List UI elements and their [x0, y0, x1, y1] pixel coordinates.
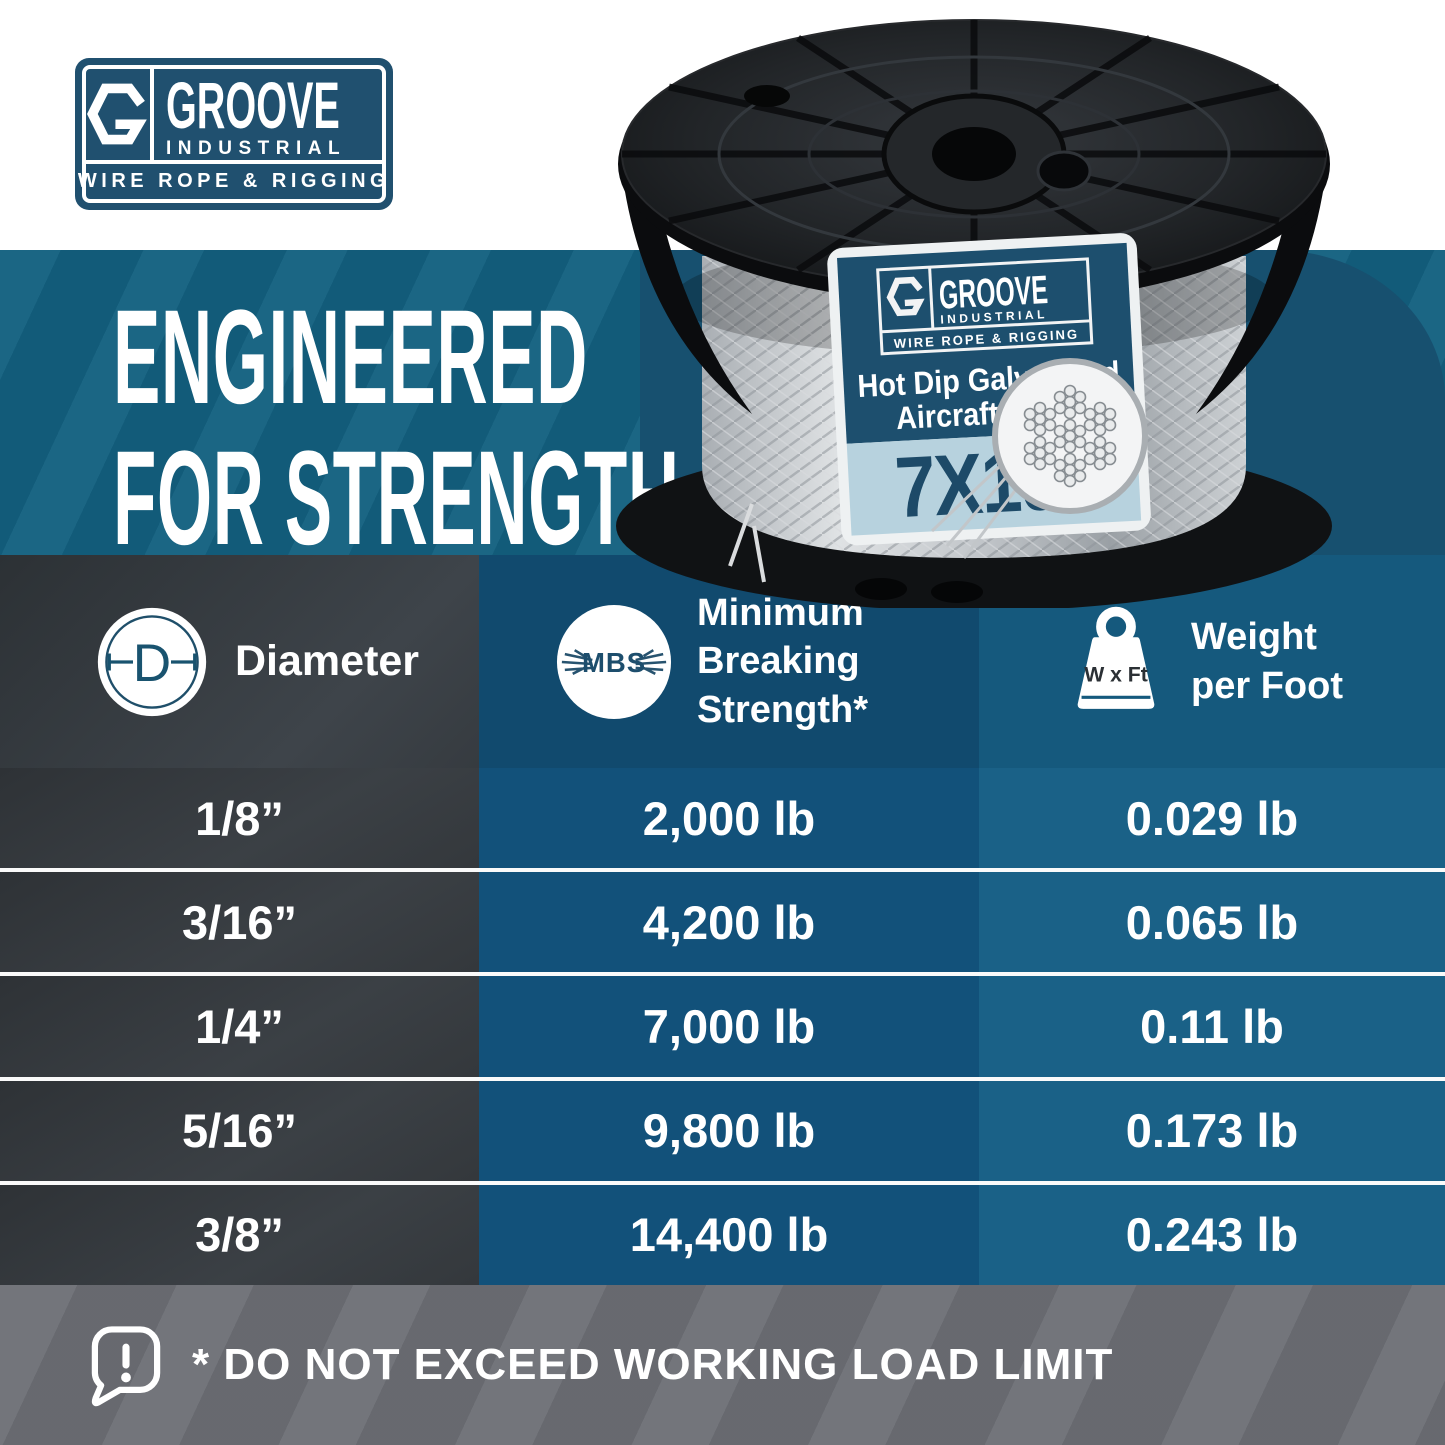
mbs-label: Minimum Breaking Strength* — [697, 589, 868, 734]
cell-diameter: 5/16” — [0, 1080, 479, 1181]
cell-diameter: 1/8” — [0, 768, 479, 869]
brand-logo-frame: GROOVE INDUSTRIAL WIRE ROPE & RIGGING — [77, 65, 391, 203]
table-row: 5/16” 9,800 lb 0.173 lb — [0, 1076, 1445, 1181]
cell-weight: 0.065 lb — [979, 872, 1445, 973]
alert-icon — [91, 1326, 161, 1407]
headline: ENGINEERED FOR STRENGTH — [113, 283, 680, 573]
cable-cross-section-icon — [930, 358, 1148, 559]
label-brand: GROOVE — [938, 268, 1049, 318]
cable-spool-photo: GROOVE INDUSTRIAL WIRE ROPE & RIGGING Ho… — [616, 19, 1332, 608]
weight-label: Weight per Foot — [1191, 613, 1343, 710]
diameter-label: Diameter — [235, 637, 420, 685]
cell-diameter: 1/4” — [0, 976, 479, 1077]
cell-mbs: 2,000 lb — [479, 768, 979, 869]
cell-mbs: 14,400 lb — [479, 1184, 979, 1286]
weight-icon-text: W x Ft — [1084, 663, 1148, 686]
cell-mbs: 9,800 lb — [479, 1080, 979, 1181]
mbs-icon-text: MBS — [582, 646, 646, 677]
diameter-icon-letter: D — [133, 634, 171, 693]
headline-line1: ENGINEERED — [113, 283, 588, 432]
brand-logo-top: GROOVE INDUSTRIAL — [86, 69, 382, 164]
diameter-icon: D — [97, 607, 207, 716]
table-row: 3/16” 4,200 lb 0.065 lb — [0, 868, 1445, 973]
brand-logo: GROOVE INDUSTRIAL WIRE ROPE & RIGGING — [75, 58, 393, 210]
spool-top-flange — [618, 19, 1330, 414]
cell-diameter: 3/16” — [0, 872, 479, 973]
brand-logo-text: GROOVE INDUSTRIAL — [154, 69, 456, 160]
label-subname: INDUSTRIAL — [940, 307, 1048, 327]
g-logo-icon — [86, 69, 154, 160]
brand-tagline: WIRE ROPE & RIGGING — [77, 169, 391, 192]
footer-warning-band: * DO NOT EXCEED WORKING LOAD LIMIT — [0, 1285, 1445, 1445]
table-row: 3/8” 14,400 lb 0.243 lb — [0, 1180, 1445, 1286]
cell-weight: 0.11 lb — [979, 976, 1445, 1077]
mbs-label-line3: Strength* — [697, 688, 868, 731]
cell-diameter: 3/8” — [0, 1184, 479, 1286]
header-diameter: D Diameter — [0, 555, 479, 768]
cell-weight: 0.029 lb — [979, 768, 1445, 869]
brand-name: GROOVE — [166, 68, 340, 142]
mbs-icon: MBS — [556, 604, 672, 719]
table-row: 1/8” 2,000 lb 0.029 lb — [0, 768, 1445, 869]
weight-label-line1: Weight — [1191, 616, 1317, 659]
cell-mbs: 7,000 lb — [479, 976, 979, 1077]
table-row: 1/4” 7,000 lb 0.11 lb — [0, 972, 1445, 1077]
cell-weight: 0.243 lb — [979, 1184, 1445, 1286]
weight-label-line2: per Foot — [1191, 664, 1343, 707]
brand-subname: INDUSTRIAL — [166, 137, 347, 159]
weight-icon: W x Ft — [1077, 606, 1155, 709]
cell-weight: 0.173 lb — [979, 1080, 1445, 1181]
label-mini-logo: GROOVE INDUSTRIAL WIRE ROPE & RIGGING — [876, 257, 1094, 356]
spec-table-body: 1/8” 2,000 lb 0.029 lb 3/16” 4,200 lb 0.… — [0, 768, 1445, 1286]
mbs-label-line2: Breaking — [697, 640, 860, 683]
footer-warning-text: * DO NOT EXCEED WORKING LOAD LIMIT — [192, 1340, 1114, 1389]
cell-mbs: 4,200 lb — [479, 872, 979, 973]
headline-line2: FOR STRENGTH — [113, 423, 680, 573]
